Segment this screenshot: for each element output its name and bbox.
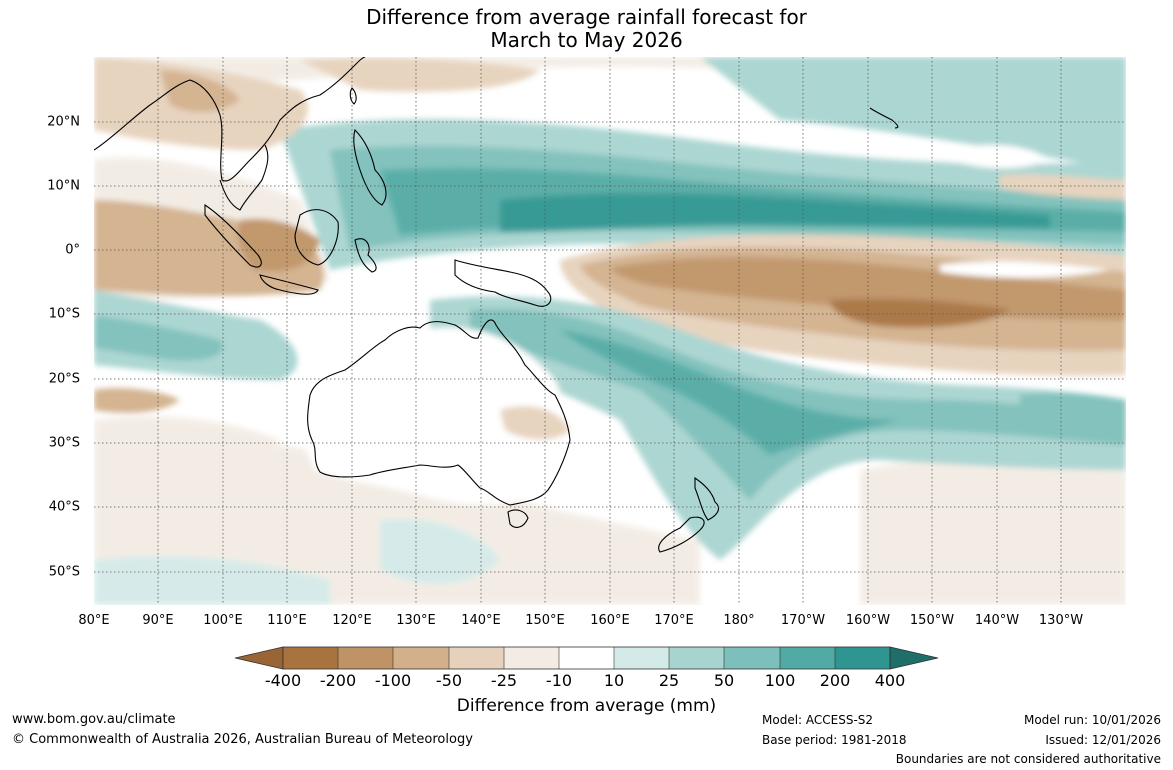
lon-label: 130°E [396,613,436,628]
lon-label: 140°W [974,613,1020,628]
colorbar-bin [724,647,780,669]
colorbar-tick-label: 25 [658,671,680,690]
lat-label: 20°N [47,114,80,130]
colorbar-tick-label: 200 [819,671,851,690]
colorbar-bin [835,647,890,669]
taiwan-coastline [349,87,357,105]
new-zealand-north-coastline [694,476,720,521]
colorbar-tick-label: -10 [545,671,573,690]
colorbar-tick-label: -400 [264,671,302,690]
website-link[interactable]: www.bom.gov.au/climate [12,712,176,727]
colorbar-bin [504,647,559,669]
map-title-line1: Difference from average rainfall forecas… [366,5,807,29]
borneo-coastline [294,209,339,266]
model-run-date: Model run: 10/01/2026 [1023,713,1161,727]
colorbar-tick-label: 10 [603,671,625,690]
lon-label: 160°W [845,613,891,628]
lat-label: 50°S [48,564,80,580]
colorbar-bin [449,647,504,669]
lat-label: 0° [65,242,80,258]
lon-label: 100°E [203,613,243,628]
colorbar-tick-label: -25 [490,671,518,690]
lon-label: 170°E [654,613,694,628]
colorbar-bin [614,647,669,669]
colorbar-bin [283,647,338,669]
hawaii-coastline [869,107,899,129]
new-guinea-coastline [454,259,552,307]
map-title-line2: March to May 2026 [490,28,683,52]
lon-label: 80°E [78,613,110,628]
new-zealand-south-coastline [658,516,705,553]
colorbar-tick-label: 100 [764,671,796,690]
colorbar-bin [669,647,724,669]
lon-label: 130°W [1038,613,1084,628]
boundaries-disclaimer: Boundaries are not considered authoritat… [895,752,1161,766]
lon-label: 180° [723,613,755,628]
colorbar-low-extend [234,646,284,670]
colorbar-bin [338,647,393,669]
philippines-coastline [353,128,387,206]
coastlines [94,57,899,553]
lat-label: 20°S [48,371,80,387]
colorbar-high-extend [889,646,939,670]
issued-date: Issued: 12/01/2026 [1045,733,1161,747]
lon-label: 170°W [780,613,826,628]
base-period: Base period: 1981-2018 [762,733,907,747]
lon-label: 90°E [142,613,174,628]
colorbar-tick-label: 50 [713,671,735,690]
indochina-coastline [219,144,269,211]
colorbar-title: Difference from average (mm) [456,696,717,716]
lon-label: 150°E [525,613,565,628]
lon-label: 160°E [590,613,630,628]
lon-label: 110°E [267,613,307,628]
lat-label: 30°S [48,435,80,451]
colorbar-tick-label: -200 [319,671,357,690]
colorbar-bin [393,647,449,669]
lon-label: 120°E [332,613,372,628]
colorbar-tick-label: 400 [874,671,906,690]
colorbar-bin [780,647,835,669]
colorbar-tick-label: -50 [435,671,463,690]
anomaly-field [94,57,1126,605]
lat-label: 10°S [48,306,80,322]
java-coastline [259,274,319,295]
lon-label: 140°E [461,613,501,628]
colorbar [234,646,939,670]
copyright-text: © Commonwealth of Australia 2026, Austra… [12,732,473,747]
lat-label: 10°N [47,178,80,194]
sumatra-coastline [204,203,262,268]
asia-mainland-coastline [94,57,366,182]
lat-label: 40°S [48,499,80,515]
model-name: Model: ACCESS-S2 [762,713,874,727]
colorbar-tick-label: -100 [374,671,412,690]
graticule [94,57,1126,605]
sulawesi-coastline [354,238,377,273]
lon-label: 150°W [909,613,955,628]
tasmania-coastline [507,509,529,528]
australia-coastline [307,319,571,506]
colorbar-bin [559,647,614,669]
